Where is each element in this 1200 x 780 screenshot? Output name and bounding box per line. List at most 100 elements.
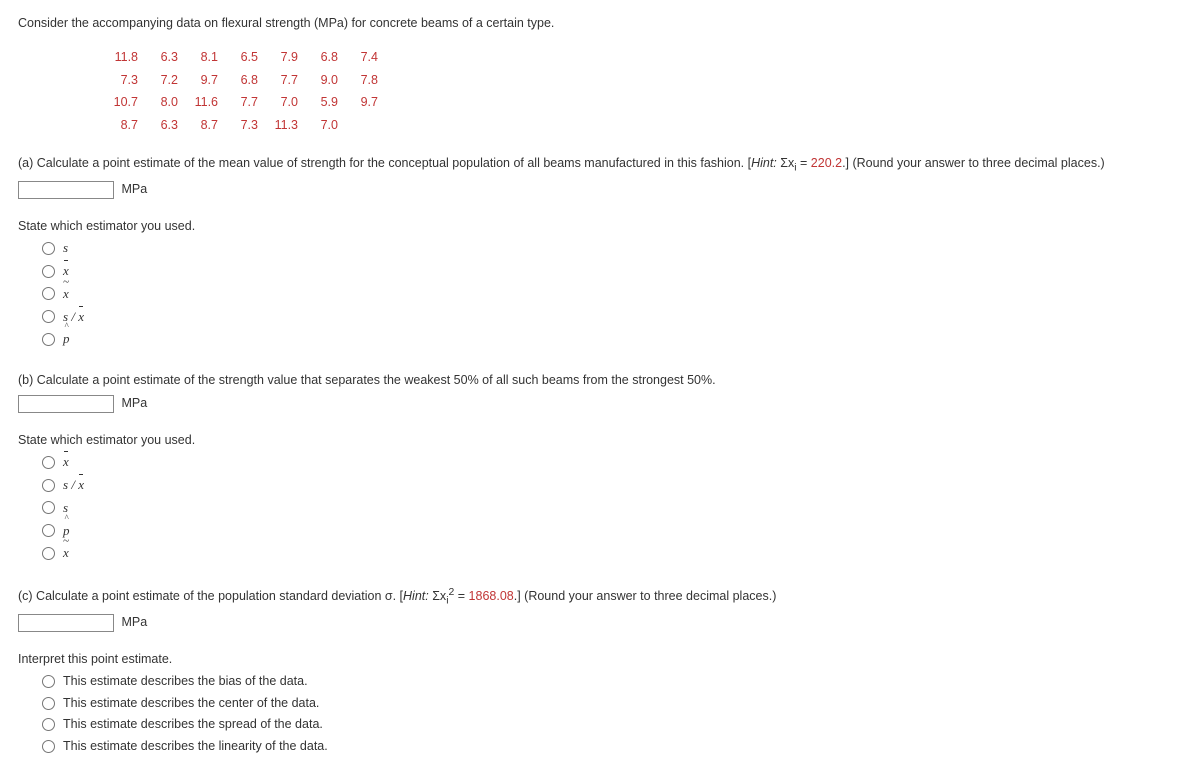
part-c-options: This estimate describes the bias of the …	[42, 672, 1186, 756]
table-cell: 7.4	[350, 47, 388, 68]
radio-xbar[interactable]	[42, 265, 55, 278]
table-row: 7.37.29.76.87.79.07.8	[110, 70, 388, 91]
data-table: 11.86.38.16.57.96.87.47.37.29.76.87.79.0…	[108, 45, 390, 138]
part-a: (a) Calculate a point estimate of the me…	[18, 154, 1186, 349]
interpret-option[interactable]: This estimate describes the linearity of…	[42, 737, 1186, 756]
table-cell: 6.8	[230, 70, 268, 91]
radio-xtilde[interactable]	[42, 547, 55, 560]
table-cell: 7.3	[110, 70, 148, 91]
table-cell: 8.7	[190, 115, 228, 136]
estimator-label: x	[63, 452, 69, 472]
part-c: (c) Calculate a point estimate of the po…	[18, 585, 1186, 756]
part-c-interpret-prompt: Interpret this point estimate.	[18, 650, 1186, 669]
table-cell: 8.1	[190, 47, 228, 68]
table-cell: 7.0	[270, 92, 308, 113]
estimator-option-xbar[interactable]: x	[42, 261, 1186, 281]
hint-eq: =	[454, 589, 468, 603]
table-cell	[350, 115, 388, 136]
part-b-answer-input[interactable]	[18, 395, 114, 413]
part-b-options: xs / xspx	[42, 452, 1186, 563]
table-cell: 7.9	[270, 47, 308, 68]
radio-xbar[interactable]	[42, 456, 55, 469]
estimator-label: s / x	[63, 475, 84, 495]
estimator-option-s[interactable]: s	[42, 498, 1186, 518]
table-cell: 6.8	[310, 47, 348, 68]
estimator-label: s	[63, 238, 68, 258]
unit-label: MPa	[121, 615, 147, 629]
hint-value: 1868.08	[469, 589, 514, 603]
estimator-label: x	[63, 543, 69, 563]
unit-label: MPa	[121, 396, 147, 410]
part-a-estimator-prompt: State which estimator you used.	[18, 217, 1186, 236]
hint-eq: =	[797, 156, 811, 170]
table-cell: 7.3	[230, 115, 268, 136]
table-cell: 5.9	[310, 92, 348, 113]
table-cell: 6.5	[230, 47, 268, 68]
part-c-question: (c) Calculate a point estimate of the po…	[18, 585, 1186, 609]
part-a-question: (a) Calculate a point estimate of the me…	[18, 154, 1186, 176]
radio-interpret-3[interactable]	[42, 740, 55, 753]
part-c-text-pre: (c) Calculate a point estimate of the po…	[18, 589, 403, 603]
table-row: 10.78.011.67.77.05.99.7	[110, 92, 388, 113]
table-cell: 8.0	[150, 92, 188, 113]
part-a-answer-input[interactable]	[18, 181, 114, 199]
radio-s[interactable]	[42, 501, 55, 514]
hint-value: 220.2	[811, 156, 842, 170]
interpret-label: This estimate describes the linearity of…	[63, 737, 328, 756]
table-cell: 8.7	[110, 115, 148, 136]
table-cell: 7.7	[230, 92, 268, 113]
part-b-estimator-prompt: State which estimator you used.	[18, 431, 1186, 450]
table-cell: 9.7	[190, 70, 228, 91]
estimator-option-s_over_xbar[interactable]: s / x	[42, 307, 1186, 327]
part-a-text-post: .] (Round your answer to three decimal p…	[842, 156, 1105, 170]
estimator-option-xtilde[interactable]: x	[42, 543, 1186, 563]
table-cell: 9.7	[350, 92, 388, 113]
interpret-option[interactable]: This estimate describes the spread of th…	[42, 715, 1186, 734]
estimator-option-xbar[interactable]: x	[42, 452, 1186, 472]
interpret-label: This estimate describes the center of th…	[63, 694, 319, 713]
table-cell: 7.2	[150, 70, 188, 91]
table-cell: 11.6	[190, 92, 228, 113]
table-cell: 7.7	[270, 70, 308, 91]
estimator-label: p	[63, 329, 70, 349]
interpret-label: This estimate describes the spread of th…	[63, 715, 323, 734]
estimator-option-phat[interactable]: p	[42, 521, 1186, 541]
part-b: (b) Calculate a point estimate of the st…	[18, 371, 1186, 563]
hint-label: Hint:	[751, 156, 777, 170]
radio-interpret-2[interactable]	[42, 718, 55, 731]
intro-text: Consider the accompanying data on flexur…	[18, 14, 1186, 33]
part-a-text-pre: (a) Calculate a point estimate of the me…	[18, 156, 751, 170]
estimator-option-phat[interactable]: p	[42, 329, 1186, 349]
table-cell: 6.3	[150, 115, 188, 136]
part-a-options: sxxs / xp	[42, 238, 1186, 349]
part-c-text-post: .] (Round your answer to three decimal p…	[514, 589, 777, 603]
interpret-option[interactable]: This estimate describes the center of th…	[42, 694, 1186, 713]
radio-phat[interactable]	[42, 333, 55, 346]
table-row: 11.86.38.16.57.96.87.4	[110, 47, 388, 68]
estimator-option-s_over_xbar[interactable]: s / x	[42, 475, 1186, 495]
table-cell: 6.3	[150, 47, 188, 68]
table-cell: 11.8	[110, 47, 148, 68]
table-cell: 9.0	[310, 70, 348, 91]
unit-label: MPa	[121, 182, 147, 196]
part-b-question: (b) Calculate a point estimate of the st…	[18, 371, 1186, 390]
estimator-option-xtilde[interactable]: x	[42, 284, 1186, 304]
table-cell: 7.0	[310, 115, 348, 136]
table-cell: 7.8	[350, 70, 388, 91]
radio-s_over_xbar[interactable]	[42, 479, 55, 492]
table-row: 8.76.38.77.311.37.0	[110, 115, 388, 136]
radio-interpret-1[interactable]	[42, 697, 55, 710]
radio-s[interactable]	[42, 242, 55, 255]
hint-label: Hint:	[403, 589, 429, 603]
table-cell: 10.7	[110, 92, 148, 113]
part-c-answer-input[interactable]	[18, 614, 114, 632]
radio-s_over_xbar[interactable]	[42, 310, 55, 323]
radio-xtilde[interactable]	[42, 287, 55, 300]
hint-sym: Σx	[429, 589, 446, 603]
hint-sym: Σx	[777, 156, 794, 170]
radio-interpret-0[interactable]	[42, 675, 55, 688]
estimator-label: x	[63, 284, 69, 304]
estimator-option-s[interactable]: s	[42, 238, 1186, 258]
table-cell: 11.3	[270, 115, 308, 136]
radio-phat[interactable]	[42, 524, 55, 537]
